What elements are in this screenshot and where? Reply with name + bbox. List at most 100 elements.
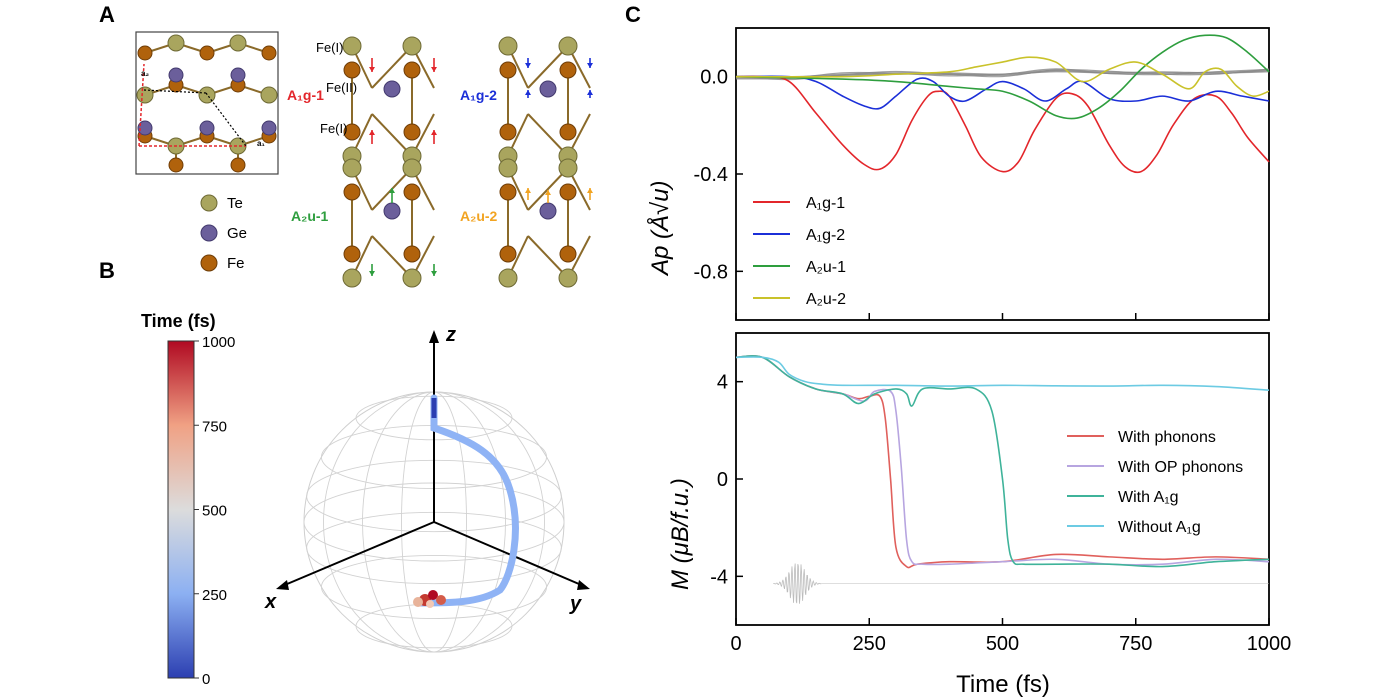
ge-atom: [199, 120, 215, 136]
fe-atom: [261, 45, 277, 61]
te-atom: [229, 137, 247, 155]
mode-structure: [342, 158, 437, 288]
legend-label: A₁g-2: [806, 227, 845, 244]
displacement-arrowhead: [587, 63, 593, 68]
fe-atom: [499, 123, 517, 141]
fe-atom: [403, 183, 421, 201]
legend-label: A₂u-2: [806, 291, 846, 308]
displacement-arrowhead: [525, 90, 531, 95]
bond: [371, 235, 413, 279]
te-atom: [498, 36, 518, 56]
te-atom: [136, 86, 154, 104]
x-tick-label: 0: [730, 633, 741, 655]
series-line: [735, 355, 1270, 568]
ge-atom: [137, 120, 153, 136]
x-tick-label: 500: [986, 633, 1019, 655]
fe-atom: [343, 183, 361, 201]
mode-label-a2u-2: A₂u-2: [460, 208, 498, 224]
y-tick-label: 0.0: [700, 67, 728, 89]
te-atom: [342, 268, 362, 288]
panel-label-a: A: [99, 2, 115, 27]
displacement-arrowhead: [369, 67, 375, 72]
top-y-axis-label: Ap (Å√u): [646, 180, 674, 277]
colorbar-tick-label: 250: [202, 587, 227, 604]
fe-atom: [343, 61, 361, 79]
y-axis-label: y: [569, 593, 582, 615]
sphere-latitude: [320, 555, 548, 619]
displacement-arrowhead: [389, 188, 395, 193]
fe-atom: [559, 183, 577, 201]
colorbar-tick-label: 750: [202, 418, 227, 435]
y-tick-label: 0: [717, 469, 728, 491]
x-tick-label: 1000: [1247, 633, 1292, 655]
x-tick-label: 250: [853, 633, 886, 655]
panel-label-b: B: [99, 258, 115, 283]
bloch-sphere: z x y: [264, 324, 590, 653]
x-axis-title: Time (fs): [956, 671, 1050, 698]
bottom-plot-series: [735, 355, 1270, 604]
top-plot-series: [735, 34, 1270, 174]
bond: [527, 113, 569, 157]
top-plot-ticks: 0.0 -0.4 -0.8: [694, 67, 1270, 320]
series-line: [735, 75, 1270, 174]
ge-atom: [261, 120, 277, 136]
te-atom: [498, 268, 518, 288]
y-tick-label: 4: [717, 372, 728, 394]
fe-atom: [499, 61, 517, 79]
te-legend-label: Te: [227, 195, 243, 212]
atom-legend: Te Ge Fe: [200, 194, 247, 272]
te-atom: [558, 36, 578, 56]
cell-edge: [205, 92, 247, 147]
colorbar: [167, 340, 195, 679]
fe-atom: [403, 61, 421, 79]
mode-label-a1g-2: A₁g-2: [460, 87, 497, 103]
legend-label: A₁g-1: [806, 195, 845, 212]
colorbar-title: Time (fs): [141, 311, 216, 331]
series-line: [735, 75, 1270, 110]
fe-legend-swatch: [200, 254, 218, 272]
fe-atom: [559, 123, 577, 141]
bond: [527, 167, 569, 211]
z-axis-arrowhead: [429, 330, 439, 343]
spin-trajectory: [416, 394, 519, 607]
top-plot: 0.0 -0.4 -0.8 Ap (Å√u) A₁g-1 A₁g-2 A₂u-1 A₂u-…: [646, 27, 1270, 321]
mode-structure: [342, 36, 437, 166]
te-atom: [558, 268, 578, 288]
site-label-fe1-top: Fe(I): [316, 40, 343, 55]
te-atom: [198, 86, 216, 104]
y-axis-arrowhead: [577, 580, 590, 590]
mode-label-a1g-1: A₁g-1: [287, 87, 324, 103]
series-line: [735, 56, 1270, 97]
te-atom: [260, 86, 278, 104]
fe-legend-label: Fe: [227, 255, 245, 272]
legend-label: A₂u-1: [806, 259, 846, 276]
excitation-pulse: [773, 563, 822, 604]
displacement-arrowhead: [545, 190, 551, 195]
fe-atom: [559, 245, 577, 263]
a2-label: a₂: [141, 69, 149, 78]
displacement-arrowhead: [431, 130, 437, 135]
legend-label: With OP phonons: [1118, 459, 1243, 476]
phonon-mode-structures: [342, 36, 593, 288]
displacement-arrowhead: [525, 188, 531, 193]
displacement-arrowhead: [431, 271, 437, 276]
displacement-arrowhead: [431, 67, 437, 72]
x-axis-label: x: [264, 591, 277, 613]
x-axis: [279, 521, 435, 588]
bond: [527, 235, 569, 279]
ge-legend-label: Ge: [227, 225, 247, 242]
ge-atom: [383, 80, 401, 98]
legend-label: With phonons: [1118, 429, 1216, 446]
series-line: [735, 34, 1270, 120]
panel-label-c: C: [625, 2, 641, 27]
bond: [371, 113, 413, 157]
spin-trajectory-end-cluster: [413, 590, 446, 608]
bottom-plot: 0 250 500 750 1000 4 0 -4 M (μB/f.u.) Time (fs)…: [667, 332, 1292, 698]
displacement-arrowhead: [587, 188, 593, 193]
fe-atom: [499, 245, 517, 263]
te-legend-swatch: [200, 194, 218, 212]
bond: [371, 45, 413, 89]
ge-atom: [539, 80, 557, 98]
fe-atom: [343, 245, 361, 263]
